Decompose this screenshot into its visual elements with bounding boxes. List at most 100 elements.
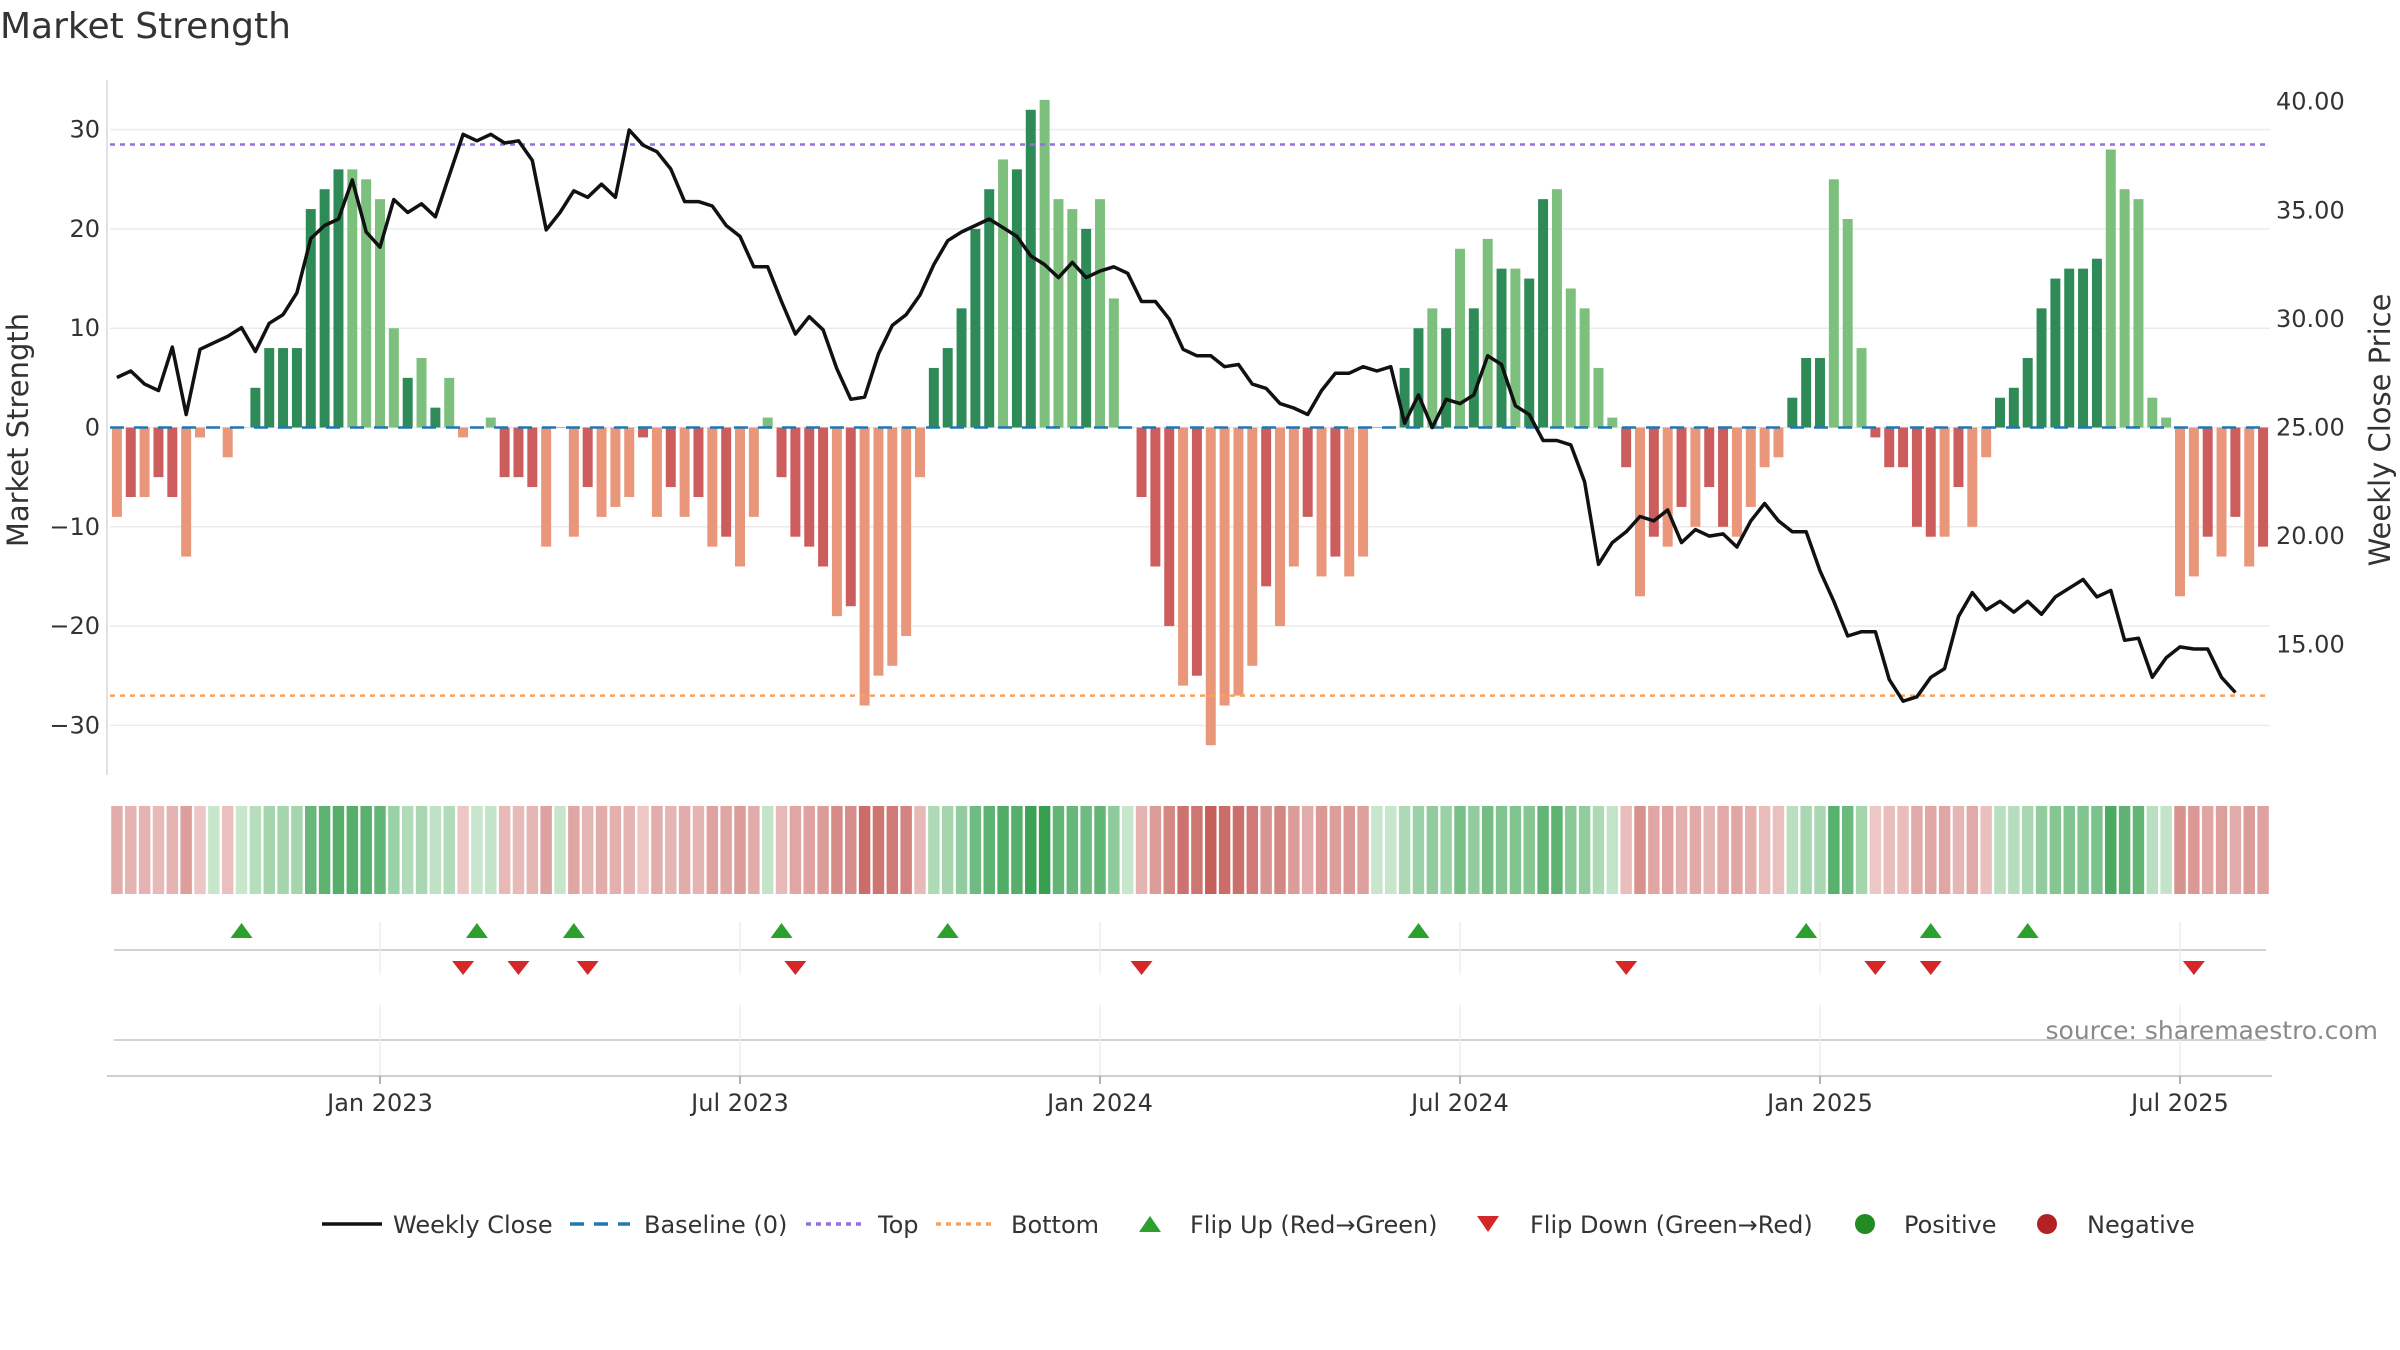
strength-bar xyxy=(2064,268,2075,428)
strip-cell xyxy=(498,806,511,894)
strip-cell xyxy=(775,806,788,894)
strength-bar xyxy=(1579,308,1590,428)
strip-cell xyxy=(415,806,428,894)
strength-bar xyxy=(1025,109,1036,428)
strength-bar xyxy=(2258,427,2269,547)
strip-cell xyxy=(111,806,123,894)
strength-bar xyxy=(1815,358,1825,428)
strength-bar xyxy=(970,228,981,428)
strength-bar xyxy=(679,427,690,517)
strip-cell xyxy=(277,806,289,894)
strength-bar xyxy=(291,348,302,428)
strip-cell xyxy=(1966,806,1979,894)
strength-bar xyxy=(1164,427,1175,627)
strength-bar xyxy=(499,427,510,478)
strip-cell xyxy=(1675,806,1688,894)
strength-bar xyxy=(596,427,607,517)
strip-cell xyxy=(125,806,137,894)
strength-bar xyxy=(1565,288,1576,428)
strip-cell xyxy=(1911,806,1923,894)
strength-bar xyxy=(1136,427,1147,497)
strength-bar xyxy=(1967,427,1978,527)
strip-cell xyxy=(471,806,483,894)
strip-cell xyxy=(1648,806,1660,894)
legend-label: Bottom xyxy=(1011,1211,1099,1239)
strip-cell xyxy=(443,806,455,894)
strip-cell xyxy=(346,806,359,894)
strength-bar xyxy=(2188,427,2199,577)
strip-cell xyxy=(692,806,705,894)
strip-cell xyxy=(1052,806,1065,894)
strength-bar xyxy=(250,387,261,428)
strip-cell xyxy=(2201,806,2214,894)
x-tick-label: Jul 2023 xyxy=(689,1089,789,1117)
strip-cell xyxy=(526,806,539,894)
strength-bar xyxy=(928,367,939,428)
strength-bar xyxy=(845,427,856,607)
strip-cell xyxy=(194,806,206,894)
legend-label: Baseline (0) xyxy=(644,1211,787,1239)
strength-bar xyxy=(1205,427,1216,746)
strength-bar xyxy=(1884,427,1895,468)
flip-up-marker xyxy=(230,923,253,938)
strip-cell xyxy=(803,806,815,894)
strip-cell xyxy=(1578,806,1591,894)
strip-cell xyxy=(1855,806,1868,894)
strength-bar xyxy=(1455,248,1465,428)
strip-cell xyxy=(1288,806,1300,894)
strip-cell xyxy=(2132,806,2145,894)
strength-bar xyxy=(1011,169,1022,428)
flip-up-marker xyxy=(1407,923,1430,938)
strength-bar xyxy=(1191,427,1202,676)
strength-bar xyxy=(638,427,649,438)
strip-cell xyxy=(2035,806,2048,894)
strength-bar xyxy=(1828,179,1839,428)
strip-cell xyxy=(1232,806,1245,894)
strip-cell xyxy=(1883,806,1895,894)
strip-cell xyxy=(1038,806,1051,894)
strength-bar xyxy=(2050,278,2061,428)
strip-cell xyxy=(1925,806,1937,894)
legend-swatch-flip-up xyxy=(1139,1216,1161,1232)
strength-bar xyxy=(527,427,538,488)
strip-cell xyxy=(637,806,649,894)
strength-bar xyxy=(873,427,884,676)
strip-cell xyxy=(1246,806,1259,894)
strength-bar xyxy=(1662,427,1673,547)
strength-bar xyxy=(2091,258,2102,428)
strength-bar xyxy=(2147,397,2158,428)
flip-up-marker xyxy=(2016,923,2039,938)
strength-bar xyxy=(1911,427,1922,527)
strength-bar xyxy=(707,427,718,547)
strength-bar xyxy=(2230,427,2241,517)
flip-down-marker xyxy=(784,961,807,975)
strength-bar xyxy=(1898,427,1909,468)
strength-bar xyxy=(2022,358,2033,428)
strip-cell xyxy=(249,806,262,894)
strip-cell xyxy=(401,806,414,894)
flip-down-marker xyxy=(1919,961,1942,975)
legend-label: Flip Up (Red→Green) xyxy=(1190,1211,1438,1239)
strength-bar xyxy=(1690,427,1701,527)
strip-cell xyxy=(1869,806,1882,894)
strength-bar xyxy=(2175,427,2185,597)
strip-cell xyxy=(1980,806,1992,894)
strength-bar xyxy=(1468,308,1479,428)
strength-bar xyxy=(942,348,953,428)
strength-bar xyxy=(1704,427,1715,488)
left-tick-label: 30 xyxy=(69,116,100,144)
strength-bar xyxy=(1621,427,1632,468)
strip-cell xyxy=(1080,806,1092,894)
strip-cell xyxy=(1994,806,2006,894)
strength-bar xyxy=(818,427,829,567)
strength-bar xyxy=(1427,308,1438,428)
strip-cell xyxy=(1315,806,1328,894)
strip-cell xyxy=(1661,806,1674,894)
strip-cell xyxy=(2174,806,2186,894)
strength-bar xyxy=(721,427,732,537)
strength-bar xyxy=(1358,427,1369,557)
right-tick-label: 20.00 xyxy=(2276,522,2345,550)
strip-cell xyxy=(1897,806,1909,894)
strip-cell xyxy=(1191,806,1203,894)
right-tick-label: 35.00 xyxy=(2276,196,2345,224)
